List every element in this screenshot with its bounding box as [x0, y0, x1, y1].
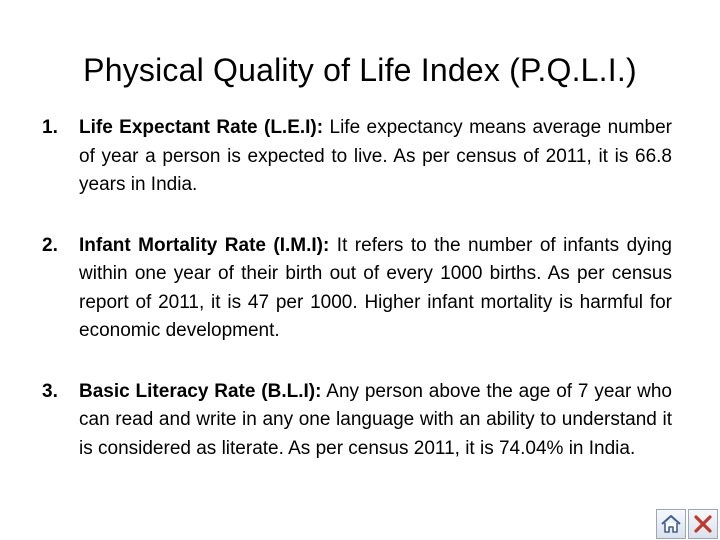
item-term: Infant Mortality Rate (I.M.I):	[79, 234, 330, 256]
item-number: 2.	[42, 234, 58, 256]
list-item-literacy-rate: 3. Basic Literacy Rate (B.L.I): Any pers…	[42, 378, 672, 464]
list-item-life-expectancy: 1. Life Expectant Rate (L.E.I): Life exp…	[42, 114, 672, 200]
item-term: Life Expectant Rate (L.E.I):	[79, 117, 324, 138]
home-icon	[660, 513, 682, 535]
close-button[interactable]	[688, 509, 718, 539]
list-item-infant-mortality: 2. Infant Mortality Rate (I.M.I): It ref…	[42, 232, 672, 346]
home-button[interactable]	[656, 509, 686, 539]
slide-nav-buttons	[656, 509, 718, 539]
index-components-list: 1. Life Expectant Rate (L.E.I): Life exp…	[42, 114, 672, 495]
close-icon	[692, 513, 714, 535]
item-description: It refers to the number of infants dying…	[79, 234, 672, 342]
slide-title: Physical Quality of Life Index (P.Q.L.I.…	[83, 52, 637, 88]
item-description: Life expectancy means average number of …	[79, 117, 673, 195]
item-description: Any person above the age of 7 year who c…	[79, 380, 672, 459]
item-number: 1.	[42, 117, 58, 138]
item-term: Basic Literacy Rate (B.L.I):	[79, 380, 322, 402]
item-number: 3.	[42, 380, 58, 402]
